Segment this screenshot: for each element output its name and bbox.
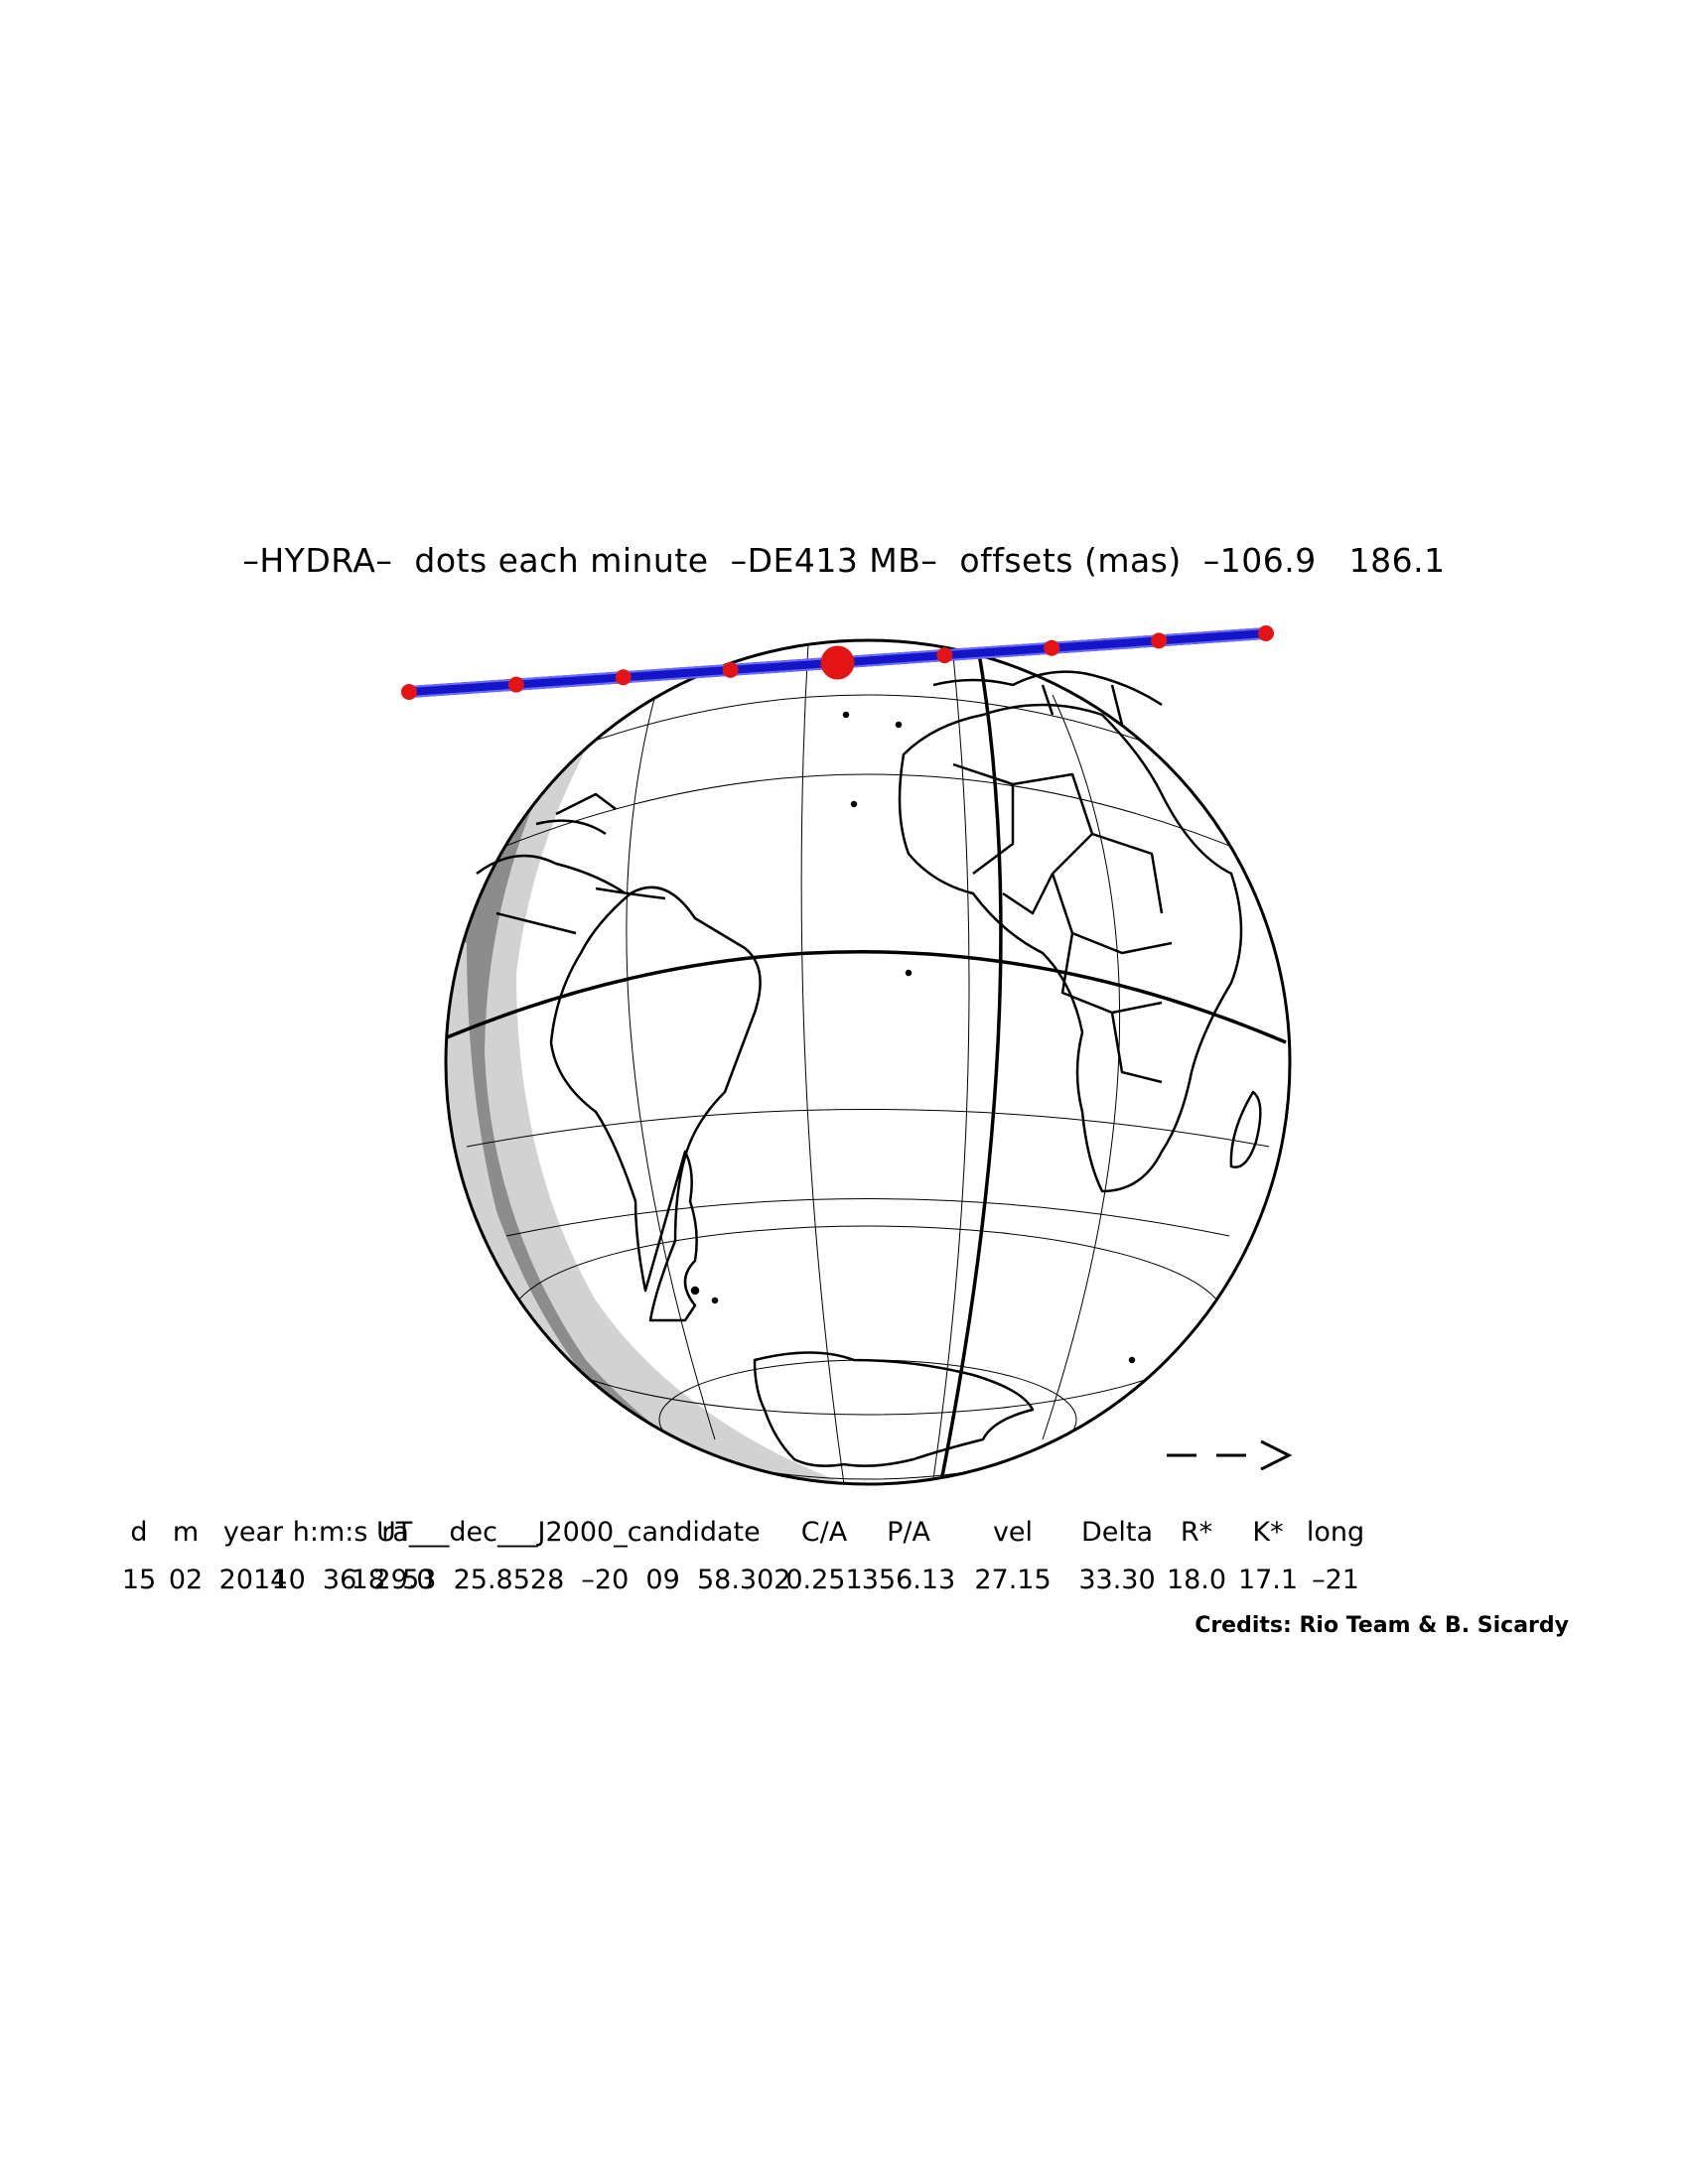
minute-dot <box>936 647 953 664</box>
param-header-6: P/A <box>887 1517 930 1548</box>
arrow-right-icon <box>1167 1439 1293 1471</box>
madagascar-coast <box>1229 1090 1262 1168</box>
globe-disc <box>446 640 1290 1484</box>
parameter-header-row: d m year h:m:s UT ra___dec___J2000_candidate… <box>114 1517 1584 1565</box>
globe-outline <box>444 638 1292 1486</box>
minute-dot <box>507 676 524 693</box>
param-value-7: 27.15 <box>974 1565 1052 1595</box>
minute-dot <box>722 661 739 678</box>
param-value-8: 33.30 <box>1078 1565 1156 1595</box>
param-value-1: 02 <box>168 1565 204 1595</box>
param-value-3: 10 36 29.0 <box>271 1565 434 1595</box>
closest-approach-dot <box>820 645 855 680</box>
parameter-table: d m year h:m:s UT ra___dec___J2000_candidate… <box>114 1517 1584 1612</box>
param-header-4: ra___dec___J2000_candidate <box>381 1517 761 1548</box>
page-title: –HYDRA– dots each minute –DE413 MB– offs… <box>242 541 1446 580</box>
minute-dot <box>401 684 417 700</box>
param-value-5: 0.251 <box>785 1565 863 1595</box>
coastlines <box>476 670 1262 1467</box>
param-value-10: 17.1 <box>1237 1565 1299 1595</box>
param-value-4: 18 53 25.8528 –20 09 58.302 <box>351 1565 791 1595</box>
parameter-value-row: 15 02 2014 10 36 29.0 18 53 25.8528 –20 09 5… <box>114 1565 1584 1612</box>
param-value-2: 2014 <box>218 1565 288 1595</box>
minute-dot <box>1258 625 1274 641</box>
antarctica-coast <box>753 1351 1035 1467</box>
param-header-3: h:m:s UT <box>292 1517 413 1548</box>
param-header-10: K* <box>1252 1517 1284 1548</box>
param-header-7: vel <box>992 1517 1034 1548</box>
south-america-coast <box>549 886 762 1322</box>
minute-dot <box>615 669 632 686</box>
param-value-6: 356.13 <box>861 1565 956 1595</box>
param-value-9: 18.0 <box>1166 1565 1227 1595</box>
reference-lines <box>446 646 1287 1482</box>
shadow-path <box>401 625 1274 700</box>
param-header-1: m <box>172 1517 200 1548</box>
param-header-0: d <box>130 1517 148 1548</box>
param-value-0: 15 <box>121 1565 157 1595</box>
param-header-9: R* <box>1180 1517 1213 1548</box>
param-header-2: year <box>222 1517 284 1548</box>
param-header-5: C/A <box>800 1517 848 1548</box>
param-value-11: –21 <box>1312 1565 1359 1595</box>
param-header-8: Delta <box>1080 1517 1154 1548</box>
minute-dot <box>1044 639 1060 656</box>
credits: Credits: Rio Team & B. Sicardy <box>1195 1613 1569 1638</box>
africa-coast <box>898 703 1243 1193</box>
minute-dot <box>1151 632 1168 649</box>
param-header-11: long <box>1306 1517 1365 1548</box>
